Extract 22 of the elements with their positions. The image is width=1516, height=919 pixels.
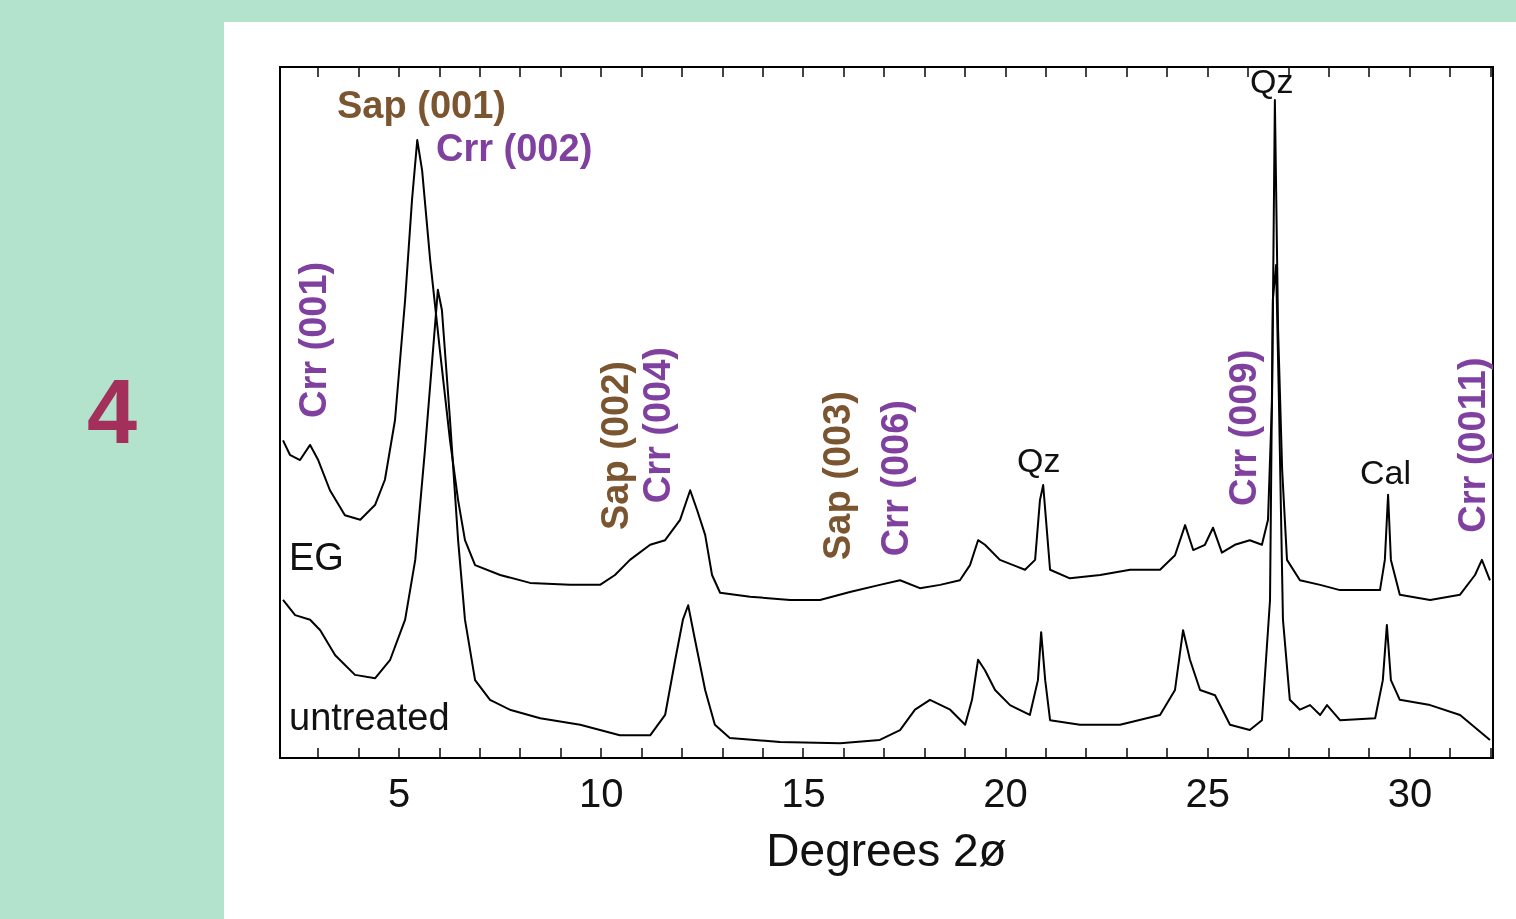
series-label: untreated bbox=[289, 696, 450, 738]
annotation: Crr (002) bbox=[436, 127, 593, 169]
annotation: Crr (001) bbox=[292, 261, 335, 419]
series-label: EG bbox=[289, 536, 344, 578]
annotation: Crr (0011) bbox=[1450, 357, 1493, 533]
annotation: Cal bbox=[1360, 453, 1412, 491]
annotation: Sap (001) bbox=[337, 84, 506, 126]
x-tick-label: 15 bbox=[781, 771, 826, 815]
annotation: Sap (002) bbox=[593, 361, 636, 530]
annotation: Crr (006) bbox=[873, 400, 916, 557]
x-tick-label: 20 bbox=[983, 771, 1028, 815]
annotation: Qz bbox=[1017, 441, 1061, 479]
x-tick-label: 5 bbox=[387, 771, 411, 815]
x-tick-label: 10 bbox=[578, 771, 624, 815]
annotation: Qz bbox=[1250, 62, 1294, 100]
annotation: Crr (004) bbox=[635, 347, 678, 504]
text: 4 bbox=[87, 362, 138, 462]
annotation: Crr (009) bbox=[1221, 349, 1264, 506]
x-axis-title: Degrees 2ø bbox=[766, 824, 1007, 877]
annotation: Sap (003) bbox=[815, 391, 858, 560]
x-tick-label: 30 bbox=[1387, 771, 1433, 815]
x-tick-label: 25 bbox=[1185, 771, 1230, 815]
